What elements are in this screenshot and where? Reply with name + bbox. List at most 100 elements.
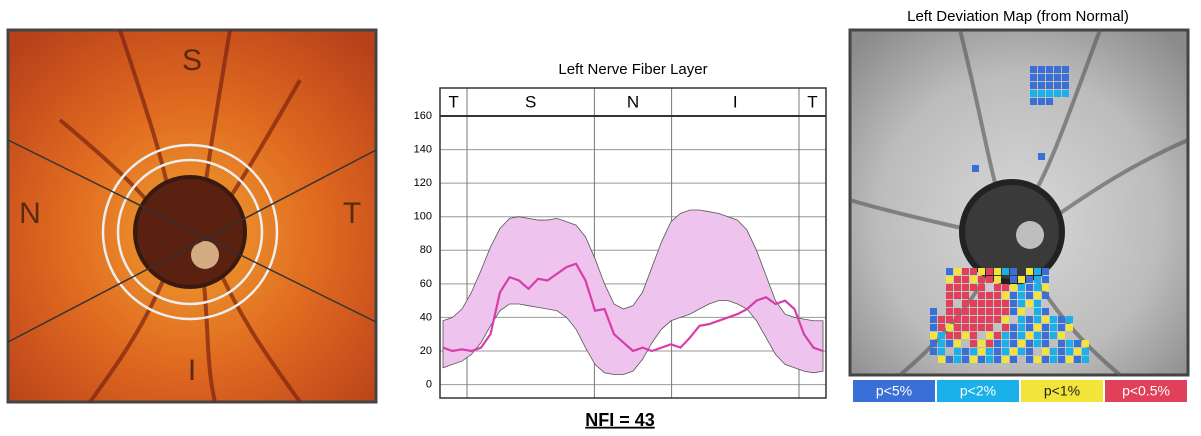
significance-cell [938,324,945,331]
sector-label: I [188,354,196,387]
significance-cell [986,348,993,355]
significance-cell [962,268,969,275]
significance-cell [1002,332,1009,339]
significance-cell [1038,98,1045,105]
significance-cell [930,324,937,331]
significance-cell [978,340,985,347]
significance-cell [1058,348,1065,355]
significance-cell [946,324,953,331]
y-tick-label: 0 [426,378,432,390]
significance-cell [1018,316,1025,323]
significance-cell [946,284,953,291]
significance-cell [1050,348,1057,355]
significance-cell [1042,284,1049,291]
significance-cell [1010,324,1017,331]
significance-cell [1026,340,1033,347]
legend-label: p<0.5% [1122,383,1170,399]
significance-cell [1034,308,1041,315]
significance-cell [1054,90,1061,97]
significance-cell [1038,74,1045,81]
significance-cell [1026,284,1033,291]
significance-cell [1038,153,1045,160]
significance-cell [938,356,945,363]
significance-cell [970,348,977,355]
significance-cell [970,356,977,363]
significance-cell [1042,268,1049,275]
significance-cell [1038,90,1045,97]
significance-cell [938,340,945,347]
sector-label: N [19,197,41,230]
significance-cell [1034,332,1041,339]
significance-cell [970,276,977,283]
significance-cell [1042,340,1049,347]
significance-cell [978,316,985,323]
significance-cell [1030,66,1037,73]
y-tick-label: 160 [414,110,432,122]
significance-cell [970,300,977,307]
significance-cell [978,324,985,331]
significance-cell [1034,324,1041,331]
significance-cell [978,292,985,299]
significance-cell [1058,324,1065,331]
significance-cell [1002,300,1009,307]
significance-cell [1034,268,1041,275]
significance-cell [1074,340,1081,347]
significance-cell [938,332,945,339]
significance-cell [1010,284,1017,291]
significance-cell [994,308,1001,315]
significance-cell [1026,324,1033,331]
y-tick-label: 80 [420,244,432,256]
significance-cell [1058,316,1065,323]
significance-cell [930,348,937,355]
significance-cell [962,356,969,363]
significance-cell [1026,348,1033,355]
significance-cell [1066,324,1073,331]
y-tick-label: 140 [414,143,432,155]
significance-cell [1034,292,1041,299]
significance-cell [946,292,953,299]
significance-cell [986,292,993,299]
y-tick-label: 40 [420,311,432,323]
significance-cell [1034,284,1041,291]
significance-cell [954,324,961,331]
significance-cell [946,268,953,275]
significance-cell [978,308,985,315]
significance-cell [994,276,1001,283]
significance-cell [1002,324,1009,331]
legend: p<5%p<2%p<1%p<0.5% [853,380,1187,402]
significance-cell [1018,276,1025,283]
nfi-score: NFI = 43 [585,410,655,430]
significance-cell [946,356,953,363]
significance-cell [994,316,1001,323]
significance-cell [1010,348,1017,355]
significance-cell [986,340,993,347]
significance-cell [1066,316,1073,323]
significance-cell [1058,356,1065,363]
significance-cell [954,316,961,323]
significance-cell [986,276,993,283]
significance-cell [1034,340,1041,347]
chart-title: Left Nerve Fiber Layer [558,61,707,78]
significance-cell [1002,292,1009,299]
significance-cell [1066,348,1073,355]
significance-cell [954,308,961,315]
significance-cell [946,300,953,307]
sector-label: I [733,92,738,111]
significance-cell [978,284,985,291]
significance-cell [1042,308,1049,315]
significance-cell [1018,332,1025,339]
significance-cell [946,332,953,339]
legend-label: p<5% [876,383,912,399]
y-tick-label: 20 [420,345,432,357]
significance-cell [962,324,969,331]
significance-cell [954,284,961,291]
significance-cell [994,292,1001,299]
significance-cell [930,316,937,323]
significance-cell [1030,98,1037,105]
significance-cell [1042,348,1049,355]
sector-label: T [448,92,458,111]
significance-cell [1062,90,1069,97]
significance-cell [1002,308,1009,315]
significance-cell [1018,284,1025,291]
